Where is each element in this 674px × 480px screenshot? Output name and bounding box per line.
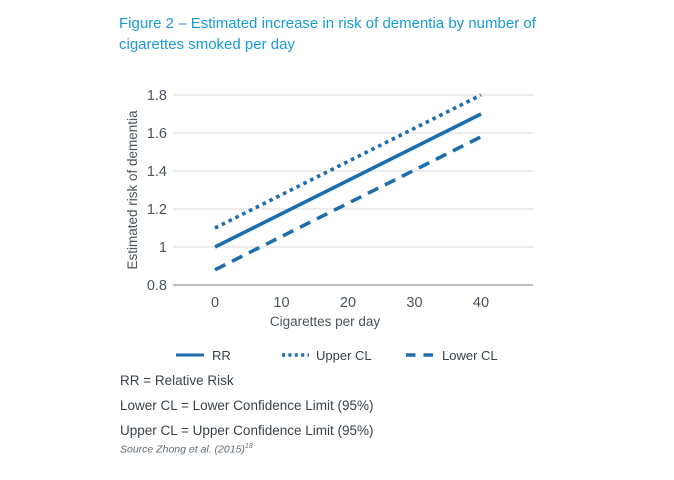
y-tick-label: 1.6: [147, 126, 167, 142]
legend-item-rr: RR: [175, 346, 231, 364]
legend-label-rr: RR: [212, 347, 231, 363]
footnote-lower-cl: Lower CL = Lower Confidence Limit (95%): [120, 398, 374, 413]
source-note: Source Zhong et al. (2015)18: [120, 443, 253, 456]
source-text: Source Zhong et al. (2015): [120, 443, 245, 456]
series-line-upper-cl: [214, 93, 482, 230]
legend-label-lower-cl: Lower CL: [442, 347, 498, 363]
legend-label-upper-cl: Upper CL: [316, 347, 372, 363]
x-tick-label: 30: [406, 295, 422, 311]
y-tick-label: 1.8: [147, 88, 167, 104]
dotted-line-swatch-icon: [282, 353, 309, 357]
dementia-risk-line-chart: 0.8 1 1.2 1.4 1.6 1.8 0 10 20 30 40 Cigarettes per …: [125, 88, 533, 329]
chart-legend: RR Upper CL Lower CL: [0, 346, 674, 366]
x-tick-label: 20: [340, 295, 356, 311]
series-line-rr: [214, 112, 482, 249]
x-tick-label: 10: [273, 295, 289, 311]
series-line-lower-cl: [214, 135, 482, 272]
footnotes: RR = Relative Risk Lower CL = Lower Conf…: [120, 368, 374, 443]
y-axis-title: Estimated risk of dementia: [125, 110, 140, 270]
x-tick-label: 40: [473, 295, 489, 311]
y-tick-label: 0.8: [147, 278, 167, 294]
legend-item-lower-cl: Lower CL: [405, 346, 498, 364]
solid-line-swatch-icon: [176, 353, 204, 357]
y-tick-label: 1.2: [147, 202, 167, 218]
x-tick-label: 0: [211, 295, 219, 311]
dashed-line-swatch-icon: [406, 353, 435, 357]
y-tick-label: 1.4: [147, 164, 167, 180]
x-axis-title: Cigarettes per day: [270, 314, 381, 329]
footnote-rr: RR = Relative Risk: [120, 373, 234, 388]
y-tick-label: 1: [159, 240, 167, 256]
source-reference-superscript: 18: [244, 443, 253, 450]
footnote-upper-cl: Upper CL = Upper Confidence Limit (95%): [120, 423, 374, 438]
legend-item-upper-cl: Upper CL: [281, 346, 372, 364]
figure-title: Figure 2 – Estimated increase in risk of…: [119, 15, 536, 53]
